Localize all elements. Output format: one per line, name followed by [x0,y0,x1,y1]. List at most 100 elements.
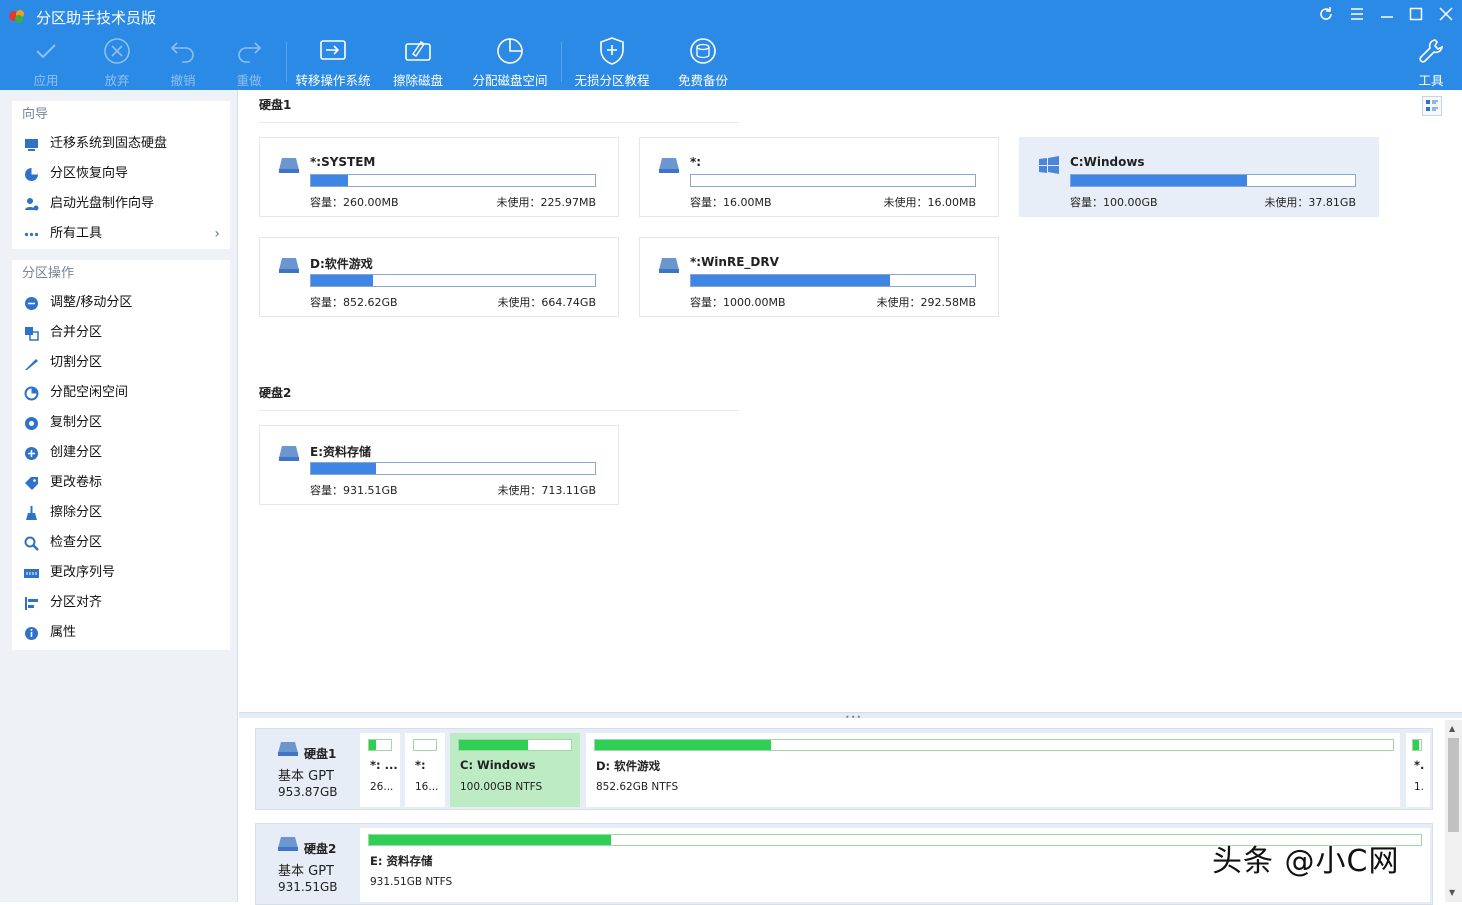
usage-fill [311,275,374,286]
redo-button[interactable]: 重做 [229,36,269,89]
sidebar-item-wipe[interactable]: 擦除分区 [12,498,230,528]
create-partition-icon [25,447,38,460]
scroll-down-icon[interactable]: ▼ [1449,888,1456,897]
capacity-text: 容量：1000.00MB [690,296,786,309]
undo-label: 撤销 [170,73,196,88]
migrate-os-label: 转移操作系统 [295,73,371,88]
usage-bar [310,462,596,475]
resize-partition-icon [25,297,38,310]
sidebar-item-change-label[interactable]: 更改卷标 [12,468,230,498]
disk1-row[interactable]: 硬盘1 基本 GPT 953.87GB *: ... 26... *: 16..… [255,728,1433,810]
partition-card[interactable]: *:SYSTEM 容量：260.00MB 未使用：225.97MB [259,137,619,217]
sidebar-item-properties[interactable]: 属性 [12,618,230,648]
partition-info: 100.00GB NTFS [460,781,543,793]
align-icon [25,597,38,610]
partition-card[interactable]: D:软件游戏 容量：852.62GB 未使用：664.74GB [259,237,619,317]
usage-bar [690,174,976,187]
disk-info: 硬盘1 基本 GPT 953.87GB [256,729,356,809]
split-knife-icon [25,359,38,370]
partition-name: E: 资料存储 [370,854,433,868]
discard-button[interactable]: 放弃 [97,36,137,89]
disk-info: 硬盘2 基本 GPT 931.51GB [256,824,356,904]
app-logo-icon [9,10,24,23]
tools-button[interactable]: 工具 [1414,36,1448,89]
partition-card[interactable]: *:WinRE_DRV 容量：1000.00MB 未使用：292.58MB [639,237,999,317]
usage-fill [369,835,611,845]
partition-name: E:资料存储 [310,445,371,459]
maximize-icon[interactable] [1408,6,1428,26]
partition-name: *:SYSTEM [310,155,376,169]
sidebar-item-recovery-wizard[interactable]: 分区恢复向导 [12,159,230,189]
sidebar-item-align[interactable]: 分区对齐 [12,588,230,618]
scroll-up-icon[interactable]: ▲ [1449,724,1456,733]
sidebar-item-check[interactable]: 检查分区 [12,528,230,558]
panel-splitter[interactable]: ••• [239,712,1462,722]
windows-logo-icon [1039,156,1059,174]
sidebar-item-label: 更改序列号 [50,565,116,580]
minimize-icon[interactable] [1379,6,1399,26]
free-space-text: 未使用：292.58MB [876,296,976,309]
sidebar-item-create[interactable]: 创建分区 [12,438,230,468]
refresh-icon[interactable] [1318,6,1338,26]
pie-chart-icon [497,38,523,64]
disk-name: 硬盘2 [304,842,337,856]
partition-card[interactable]: E:资料存储 容量：931.51GB 未使用：713.11GB [259,425,619,505]
apply-button[interactable]: 应用 [26,36,66,89]
free-space-text: 未使用：37.81GB [1264,196,1356,209]
sidebar-item-resize[interactable]: 调整/移动分区 [12,288,230,318]
sidebar-item-label: 属性 [50,625,77,640]
partition-card-selected[interactable]: C:Windows 容量：100.00GB 未使用：37.81GB [1019,137,1379,217]
sidebar-item-merge[interactable]: 合并分区 [12,318,230,348]
partition-block[interactable]: *: ... 26... [360,733,400,807]
allocate-pie-icon [24,386,39,401]
wipe-disk-button[interactable]: 擦除磁盘 [389,36,447,89]
drive-icon [659,158,679,173]
operations-header: 分区操作 [22,266,75,281]
tutorial-button[interactable]: 无损分区教程 [572,36,652,89]
usage-fill [595,740,771,750]
partition-block[interactable]: *. 1. [1406,733,1430,807]
sidebar-item-serial[interactable]: 更改序列号 [12,558,230,588]
partition-name: *:WinRE_DRV [690,255,779,269]
undo-icon [170,42,194,63]
toolbar-divider [561,42,562,82]
migrate-os-button[interactable]: 转移操作系统 [293,36,373,89]
sidebar-item-label: 分配空闲空间 [50,385,129,400]
allocate-space-button[interactable]: 分配磁盘空间 [470,36,550,89]
view-toggle-icon[interactable] [1422,96,1442,116]
sidebar-item-split[interactable]: 切割分区 [12,348,230,378]
sidebar-item-label: 更改卷标 [50,475,103,490]
partition-view: 硬盘1 *:SYSTEM 容量：260.00MB 未使用：225.97MB *:… [239,90,1462,712]
chevron-right-icon: › [214,226,220,242]
free-space-text: 未使用：16.00MB [883,196,976,209]
sidebar-item-all-tools[interactable]: 所有工具 › [12,219,230,249]
partition-block-selected[interactable]: C: Windows 100.00GB NTFS [450,733,580,807]
capacity-text: 容量：16.00MB [690,196,772,209]
partition-card[interactable]: *: 容量：16.00MB 未使用：16.00MB [639,137,999,217]
operations-panel: 分区操作 调整/移动分区 合并分区 切割分区 分配空闲空间 复制分区 创建分区 … [12,260,230,650]
vertical-scrollbar[interactable]: ▲ ▼ [1445,720,1462,902]
partition-name: *: [690,155,702,169]
sidebar-item-copy[interactable]: 复制分区 [12,408,230,438]
disk2-row[interactable]: 硬盘2 基本 GPT 931.51GB E: 资料存储 931.51GB NTF… [255,823,1433,905]
sidebar-item-boot-cd[interactable]: 启动光盘制作向导 [12,189,230,219]
partition-name: *: [415,758,426,772]
undo-button[interactable]: 撤销 [163,36,203,89]
capacity-text: 容量：931.51GB [310,484,398,497]
partition-block[interactable]: E: 资料存储 931.51GB NTFS [360,828,1430,902]
discard-label: 放弃 [104,73,130,88]
sidebar-item-migrate-ssd[interactable]: 迁移系统到固态硬盘 [12,129,230,159]
disk1-title: 硬盘1 [259,98,292,112]
partition-block[interactable]: *: 16... [405,733,445,807]
sidebar-item-allocate-free[interactable]: 分配空闲空间 [12,378,230,408]
partition-block[interactable]: D: 软件游戏 852.62GB NTFS [586,733,1400,807]
backup-button[interactable]: 免费备份 [674,36,732,89]
usage-bar [1070,174,1356,187]
free-space-text: 未使用：713.11GB [497,484,596,497]
toolbar-divider [286,42,287,82]
menu-icon[interactable] [1349,6,1369,26]
close-icon[interactable] [1438,6,1458,26]
scroll-thumb[interactable] [1448,738,1459,832]
usage-bar [1412,739,1422,751]
hard-disk-icon [278,742,298,756]
